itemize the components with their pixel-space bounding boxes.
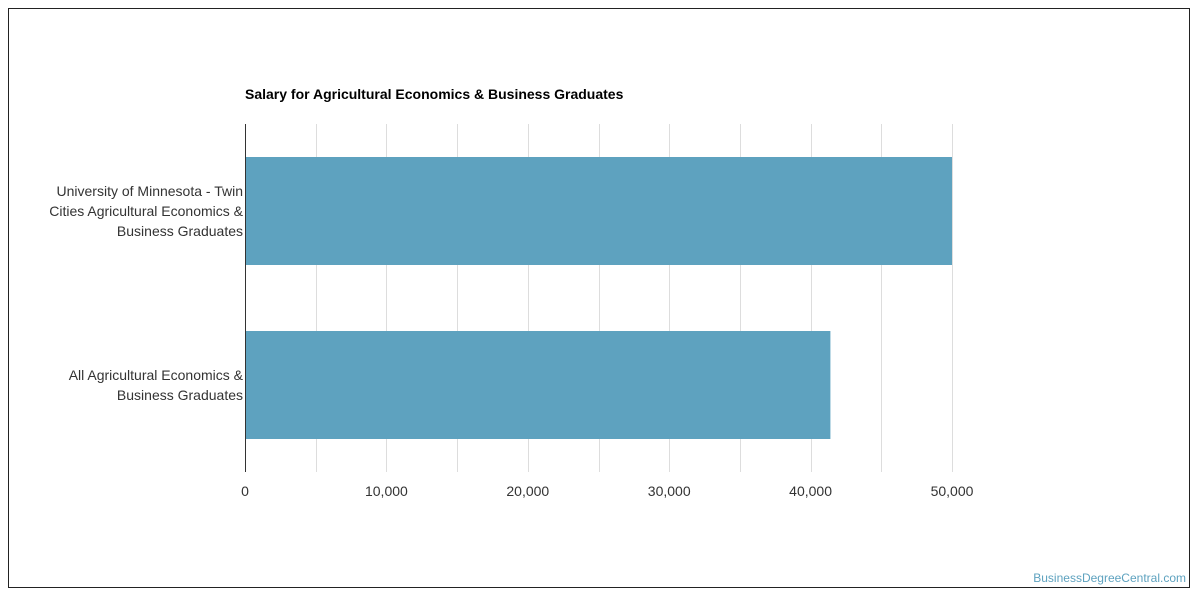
- x-tick-label-0: 0: [241, 483, 249, 499]
- x-tick-label-4: 40,000: [789, 483, 832, 499]
- x-tick-labels: 0 10,000 20,000 30,000 40,000 50,000: [241, 483, 974, 499]
- x-tick-label-5: 50,000: [931, 483, 974, 499]
- x-tick-label-1: 10,000: [365, 483, 408, 499]
- x-tick-label-2: 20,000: [506, 483, 549, 499]
- x-tick-label-3: 30,000: [648, 483, 691, 499]
- category-label-0: University of Minnesota - Twin Cities Agr…: [49, 183, 243, 239]
- bars: [245, 157, 952, 439]
- category-label-1: All Agricultural Economics & Business Gra…: [69, 367, 244, 403]
- watermark[interactable]: BusinessDegreeCentral.com: [1033, 571, 1186, 585]
- chart-title: Salary for Agricultural Economics & Busi…: [245, 86, 624, 102]
- bar-1[interactable]: [245, 331, 831, 439]
- bar-0[interactable]: [245, 157, 952, 265]
- category-labels: University of Minnesota - Twin Cities Agr…: [49, 183, 243, 403]
